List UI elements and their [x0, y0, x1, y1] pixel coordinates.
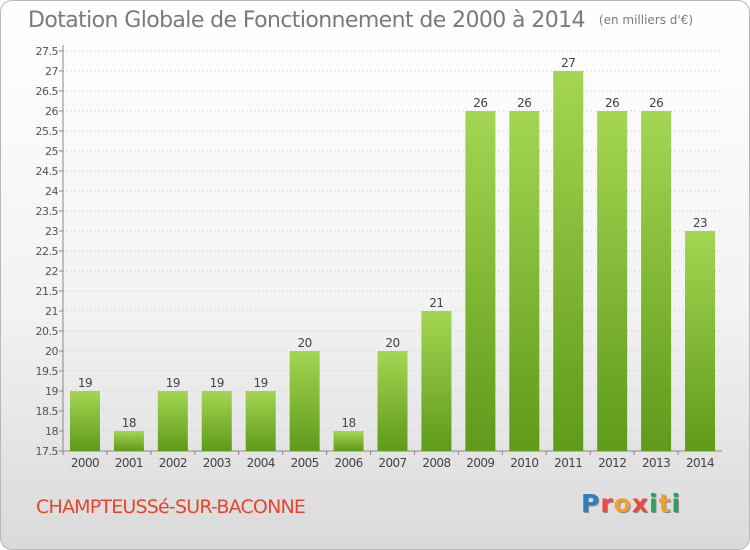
logo-letter: P	[581, 489, 601, 518]
y-tick-label: 24.5	[36, 165, 59, 178]
x-tick-label: 2001	[115, 456, 143, 470]
data-label-2000: 19	[78, 376, 92, 390]
y-tick-label: 18	[45, 425, 58, 438]
bar-2003	[201, 391, 232, 451]
x-tick-label: 2013	[642, 456, 670, 470]
logo-letter: i	[671, 489, 682, 518]
x-tick-label: 2003	[203, 456, 231, 470]
logo-letter: t	[658, 489, 672, 518]
data-label-2004: 19	[254, 376, 268, 390]
y-tick-label: 19.5	[36, 365, 59, 378]
data-label-2002: 19	[166, 376, 180, 390]
x-tick-label: 2004	[247, 456, 275, 470]
data-label-2003: 19	[210, 376, 224, 390]
logo-letter: x	[631, 489, 649, 518]
y-tick-label: 25	[45, 145, 58, 158]
x-tick-label: 2008	[422, 456, 450, 470]
y-tick-label: 22.5	[36, 245, 59, 258]
bar-2010	[509, 111, 540, 451]
y-tick-label: 25.5	[36, 125, 59, 138]
x-tick-label: 2005	[291, 456, 319, 470]
chart-title-text: Dotation Globale de Fonctionnement de 20…	[28, 8, 586, 33]
data-label-2009: 26	[473, 96, 487, 110]
bar-2001	[113, 431, 144, 451]
data-label-2006: 18	[341, 416, 355, 430]
y-tick-label: 17.5	[36, 445, 59, 458]
logo-letter: r	[600, 489, 614, 518]
y-tick-label: 20.5	[36, 325, 59, 338]
x-tick-label: 2014	[686, 456, 714, 470]
data-label-2001: 18	[122, 416, 136, 430]
chart-title: Dotation Globale de Fonctionnement de 20…	[28, 8, 693, 33]
bar-2005	[289, 351, 320, 451]
y-tick-label: 21.5	[36, 285, 59, 298]
x-tick-label: 2007	[378, 456, 406, 470]
bar-2013	[641, 111, 672, 451]
x-tick-label: 2012	[598, 456, 626, 470]
data-label-2005: 20	[297, 336, 311, 350]
x-tick-label: 2000	[71, 456, 99, 470]
logo-letter: o	[613, 489, 632, 518]
y-tick-label: 22	[45, 265, 58, 278]
y-tick-label: 20	[45, 345, 58, 358]
data-label-2007: 20	[385, 336, 399, 350]
y-tick-label: 26	[45, 105, 58, 118]
y-tick-label: 26.5	[36, 85, 59, 98]
data-label-2010: 26	[517, 96, 531, 110]
bar-2014	[685, 231, 716, 451]
bar-2007	[377, 351, 408, 451]
y-tick-label: 21	[45, 305, 58, 318]
y-tick-label: 19	[45, 385, 58, 398]
bar-2002	[157, 391, 188, 451]
x-tick-label: 2002	[159, 456, 187, 470]
bar-2012	[597, 111, 628, 451]
bar-2011	[553, 71, 584, 451]
logo-letter: i	[649, 489, 659, 518]
data-label-2012: 26	[605, 96, 619, 110]
y-tick-label: 27.5	[36, 45, 59, 58]
bar-2009	[465, 111, 496, 451]
x-tick-label: 2010	[510, 456, 538, 470]
y-tick-label: 18.5	[36, 405, 59, 418]
x-tick-label: 2009	[466, 456, 494, 470]
data-label-2011: 27	[561, 56, 575, 70]
y-tick-label: 27	[45, 65, 58, 78]
chart-unit: (en milliers d'€)	[598, 13, 694, 27]
commune-name: CHAMPTEUSSé-SUR-BACONNE	[36, 496, 306, 518]
y-tick-label: 23	[45, 225, 58, 238]
data-label-2008: 21	[429, 296, 443, 310]
y-tick-label: 24	[45, 185, 58, 198]
y-tick-label: 23.5	[36, 205, 59, 218]
x-tick-label: 2006	[334, 456, 362, 470]
bar-2000	[69, 391, 100, 451]
x-tick-label: 2011	[554, 456, 582, 470]
data-label-2014: 23	[693, 216, 707, 230]
proxiti-logo: Proxiti	[581, 489, 681, 518]
bar-2008	[421, 311, 452, 451]
bar-2006	[333, 431, 364, 451]
data-label-2013: 26	[649, 96, 663, 110]
bar-2004	[245, 391, 276, 451]
